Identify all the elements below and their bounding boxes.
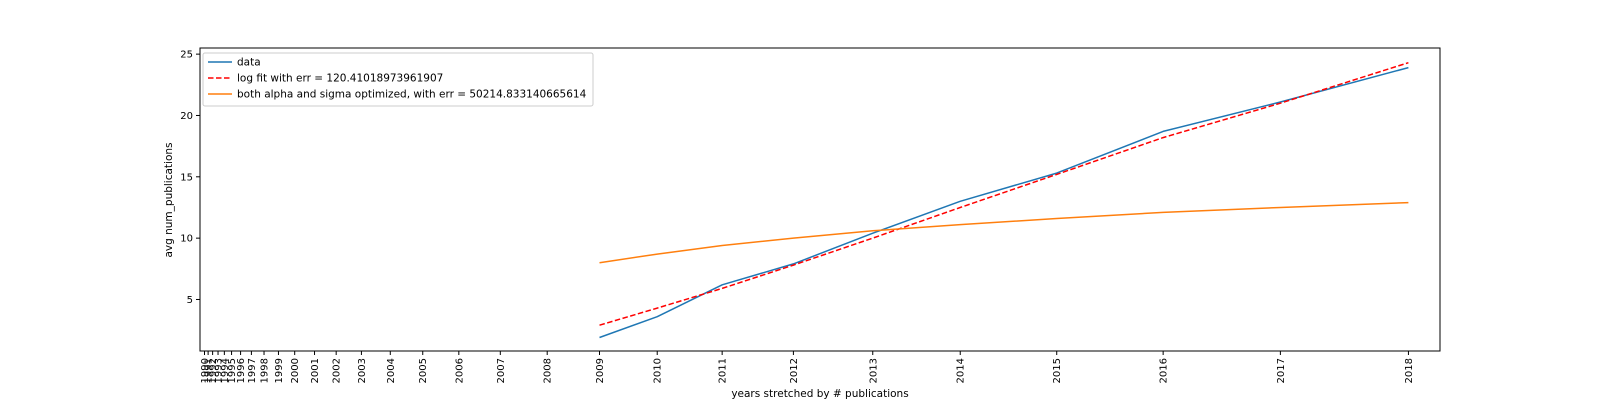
y-axis: 5 10 15 20 25: [180, 50, 200, 306]
x-tick-label: 1999: [274, 358, 285, 383]
x-tick-label: 2005: [418, 358, 429, 383]
x-tick-label: 2013: [868, 358, 879, 383]
x-tick-label: 2007: [496, 358, 507, 383]
x-tick-label: 2010: [653, 358, 664, 383]
legend-label-0: data: [237, 57, 261, 69]
plot-frame: [199, 47, 1441, 352]
x-tick-label: 2015: [1052, 358, 1063, 383]
x-tick-label: 1995: [227, 358, 238, 383]
series-layer: [599, 61, 1409, 339]
x-tick-label: 2004: [386, 358, 397, 383]
x-tick-label: 2011: [718, 358, 729, 383]
x-tick-label: 1998: [260, 358, 271, 383]
x-tick-label: 2009: [595, 358, 606, 383]
x-tick-label: 1990: [200, 358, 211, 383]
legend-label-1: log fit with err = 120.41018973961907: [237, 73, 443, 85]
x-tick-label: 2003: [357, 358, 368, 383]
x-tick-label: 2017: [1276, 358, 1287, 383]
y-tick-label: 15: [180, 172, 193, 183]
y-tick-label: 20: [180, 111, 193, 122]
series-line-0: [599, 66, 1409, 339]
y-axis-title: avg num_publications: [163, 142, 175, 257]
x-tick-label: 1994: [220, 358, 231, 383]
series-line-1: [599, 61, 1409, 326]
x-tick-label: 2002: [332, 358, 343, 383]
legend-box: [202, 52, 594, 107]
x-tick-label: 2001: [310, 358, 321, 383]
x-tick-label: 2006: [454, 358, 465, 383]
legend-label-2: both alpha and sigma optimized, with err…: [237, 89, 587, 101]
x-axis-title: years stretched by # publications: [731, 388, 908, 400]
x-tick-label: 1991: [204, 358, 215, 383]
x-tick-label: 2000: [290, 358, 301, 383]
x-tick-label: 2012: [789, 358, 800, 383]
x-tick-label: 1997: [247, 358, 258, 383]
y-tick-label: 25: [180, 50, 193, 61]
x-tick-label: 2014: [956, 358, 967, 383]
y-tick-label: 5: [187, 295, 193, 306]
y-tick-label: 10: [180, 234, 193, 245]
x-tick-label: 1996: [236, 358, 247, 383]
x-tick-label: 2018: [1404, 358, 1415, 383]
series-line-2: [599, 201, 1409, 264]
x-tick-label: 1992: [208, 358, 219, 383]
x-tick-label: 2008: [543, 358, 554, 383]
x-tick-label: 1993: [214, 358, 225, 383]
x-tick-label: 2016: [1159, 358, 1170, 383]
legend: data log fit with err = 120.4101897396190…: [202, 52, 594, 107]
